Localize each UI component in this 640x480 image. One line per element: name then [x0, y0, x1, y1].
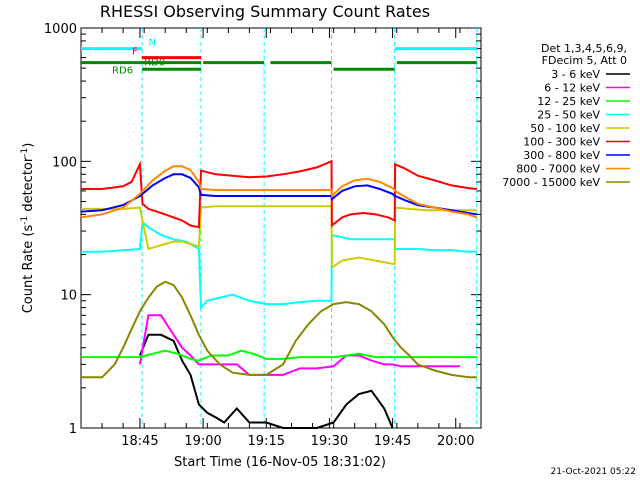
timestamp-label: 21-Oct-2021 05:22 — [551, 467, 636, 477]
y-axis-label-mid: detector — [21, 156, 36, 216]
x-tick-label: 19:30 — [311, 434, 348, 449]
series-line — [80, 165, 478, 219]
legend-entry-label: 6 - 12 keV — [544, 82, 600, 95]
state-label-rd6: RD6 — [112, 65, 133, 76]
legend-entry-label: 300 - 800 keV — [523, 149, 600, 162]
series-line — [81, 280, 477, 379]
y-axis-title: Count Rate (s-1 detector-1) — [20, 143, 36, 314]
state-bars: NF RD0 RD6 — [81, 38, 477, 76]
x-tick-label: 19:00 — [184, 434, 221, 449]
series-line — [81, 349, 477, 362]
y-axis-label-end: ) — [21, 143, 36, 148]
legend-header-line-1: Det 1,3,4,5,6,9, — [541, 42, 627, 55]
x-tick-label: 19:45 — [374, 434, 411, 449]
y-axis-label-main: Count Rate (s — [21, 225, 36, 314]
legend-entry-label: 12 - 25 keV — [537, 95, 600, 108]
x-tick-label: 18:45 — [121, 434, 158, 449]
y-axis-label-sup2: -1 — [20, 148, 30, 157]
legend-entry-label: 7000 - 15000 keV — [502, 176, 600, 189]
legend-entry-label: 50 - 100 keV — [530, 122, 600, 135]
legend-header-line-2: FDecim 5, Att 0 — [542, 54, 627, 67]
series-line — [81, 220, 477, 311]
y-axis: 1 10 100 1000 — [44, 22, 481, 437]
legend-entry-label: 25 - 50 keV — [537, 109, 600, 122]
series-line — [138, 314, 460, 376]
series-line — [80, 173, 477, 216]
y-tick-label: 1000 — [44, 22, 77, 37]
legend-entry-label: 800 - 7000 keV — [516, 163, 600, 176]
legend: Det 1,3,4,5,6,9, FDecim 5, Att 0 3 - 6 k… — [502, 42, 630, 189]
y-tick-label: 1 — [69, 422, 77, 437]
legend-entry-label: 3 - 6 keV — [551, 68, 600, 81]
x-tick-label: 20:00 — [437, 434, 474, 449]
series-line — [81, 159, 477, 229]
state-label-rd0: RD0 — [144, 58, 165, 69]
series-lines — [80, 159, 478, 429]
state-label-n: N — [148, 38, 155, 49]
x-axis: 18:45 19:00 19:15 19:30 19:45 20:00 — [80, 28, 482, 449]
series-line — [138, 333, 394, 429]
y-axis-label-sup1: -1 — [20, 216, 30, 225]
x-axis-title: Start Time (16-Nov-05 18:31:02) — [174, 455, 386, 470]
x-tick-label: 19:15 — [248, 434, 285, 449]
state-label-f: F — [132, 47, 138, 58]
legend-entry-label: 100 - 300 keV — [523, 136, 600, 149]
y-tick-label: 10 — [60, 289, 77, 304]
chart-title: RHESSI Observing Summary Count Rates — [100, 2, 430, 21]
y-tick-label: 100 — [52, 155, 77, 170]
